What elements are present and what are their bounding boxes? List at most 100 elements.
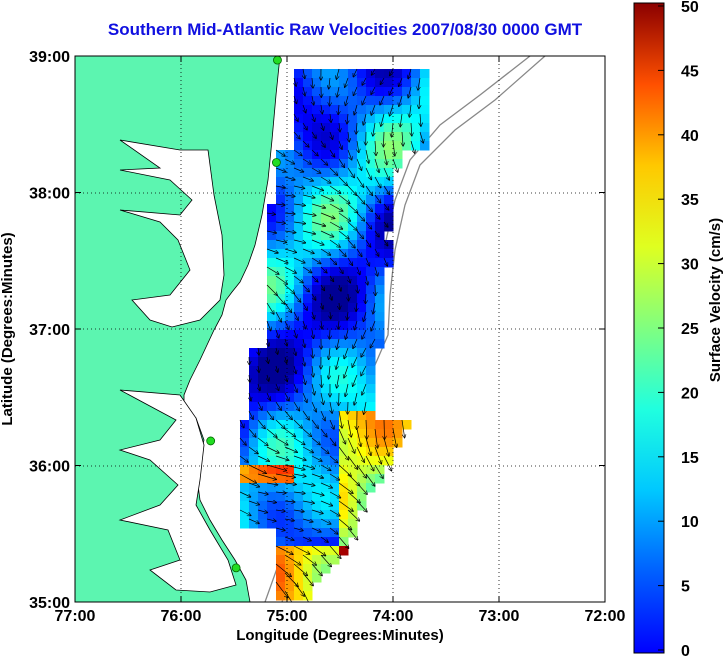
velocity-arrow (320, 518, 331, 524)
velocity-cell (276, 222, 286, 232)
velocity-arrow (248, 482, 259, 487)
y-axis: 39:00 38:00 37:00 36:00 35:00 (29, 49, 605, 612)
velocity-cell (276, 330, 286, 340)
velocity-cell (303, 123, 313, 133)
velocity-cell (411, 141, 421, 151)
velocity-cell (348, 213, 358, 223)
velocity-arrow (338, 500, 353, 511)
velocity-cell (348, 375, 358, 385)
velocity-arrow (329, 509, 340, 516)
velocity-cell (276, 294, 286, 304)
velocity-cell (294, 231, 304, 241)
velocity-arrow (239, 455, 248, 462)
x-tick-label: 73:00 (479, 608, 520, 625)
velocity-cell (276, 312, 286, 322)
velocity-arrow (312, 77, 313, 88)
velocity-cell (312, 546, 322, 556)
velocity-cell (312, 393, 322, 403)
velocity-cell (330, 537, 340, 547)
velocity-arrow (284, 248, 296, 252)
velocity-cell (366, 474, 376, 484)
colorbar-tick-label: 30 (681, 257, 699, 274)
velocity-arrow (321, 320, 322, 329)
velocity-arrow (311, 149, 318, 156)
velocity-arrow (284, 590, 293, 602)
velocity-cell (339, 357, 349, 367)
velocity-cell (267, 393, 277, 403)
velocity-cell (267, 258, 277, 268)
velocity-cell (339, 420, 349, 430)
velocity-arrow (320, 158, 328, 165)
velocity-arrow (302, 230, 315, 234)
velocity-arrow (337, 338, 339, 349)
velocity-cell (384, 114, 394, 124)
velocity-arrow (266, 392, 270, 400)
velocity-cell (321, 492, 331, 502)
velocity-cell (312, 231, 322, 241)
velocity-cell (402, 420, 412, 430)
velocity-arrow (311, 527, 321, 532)
velocity-arrow (258, 347, 259, 355)
velocity-arrow (275, 401, 281, 410)
velocity-cell (285, 357, 295, 367)
velocity-cell (330, 447, 340, 457)
velocity-arrow (302, 464, 315, 469)
velocity-arrow (294, 329, 297, 338)
velocity-cell (330, 159, 340, 169)
velocity-cell (258, 393, 268, 403)
velocity-cell (267, 339, 277, 349)
velocity-cell (321, 150, 331, 160)
velocity-cell (285, 564, 295, 574)
velocity-cell (339, 501, 349, 511)
velocity-cell (339, 240, 349, 250)
velocity-arrow (374, 464, 383, 478)
velocity-cell (375, 240, 385, 250)
velocity-arrow (275, 545, 293, 554)
velocity-arrow (399, 77, 403, 86)
station-marker (206, 436, 216, 446)
velocity-arrow (302, 536, 311, 541)
velocity-cell (303, 483, 313, 493)
velocity-cell (276, 573, 286, 583)
velocity-cell (339, 276, 349, 286)
velocity-arrow (257, 510, 268, 513)
velocity-cell (384, 258, 394, 268)
velocity-cell (285, 213, 295, 223)
velocity-cell (366, 429, 376, 439)
velocity-arrow (302, 302, 307, 310)
velocity-cell (357, 438, 367, 448)
velocity-cell (321, 384, 331, 394)
velocity-cell (384, 141, 394, 151)
velocity-cell (339, 69, 349, 79)
velocity-cell (294, 366, 304, 376)
velocity-arrow (383, 185, 390, 195)
velocity-arrow (402, 131, 403, 146)
velocity-arrow (294, 347, 296, 355)
velocity-cell (339, 510, 349, 520)
velocity-arrow (347, 437, 355, 453)
velocity-arrow (374, 176, 381, 188)
velocity-arrow (374, 212, 380, 219)
velocity-cell (321, 303, 331, 313)
velocity-cell (312, 492, 322, 502)
velocity-arrow (266, 320, 271, 331)
velocity-cell (312, 375, 322, 385)
velocity-cell (294, 123, 304, 133)
velocity-arrow (356, 446, 364, 462)
velocity-cell (276, 195, 286, 205)
velocity-cell (339, 159, 349, 169)
velocity-cell (240, 474, 250, 484)
pamlico-sound (118, 389, 237, 593)
velocity-cell (366, 456, 376, 466)
velocity-arrow (356, 212, 365, 221)
velocity-cell (294, 258, 304, 268)
velocity-cell (321, 312, 331, 322)
velocity-cell (348, 168, 358, 178)
velocity-cell (303, 267, 313, 277)
velocity-cell (312, 528, 322, 538)
velocity-arrow (266, 213, 275, 214)
velocity-cell (303, 456, 313, 466)
velocity-arrow (302, 122, 307, 130)
velocity-arrow (329, 527, 338, 534)
velocity-cell (285, 249, 295, 259)
